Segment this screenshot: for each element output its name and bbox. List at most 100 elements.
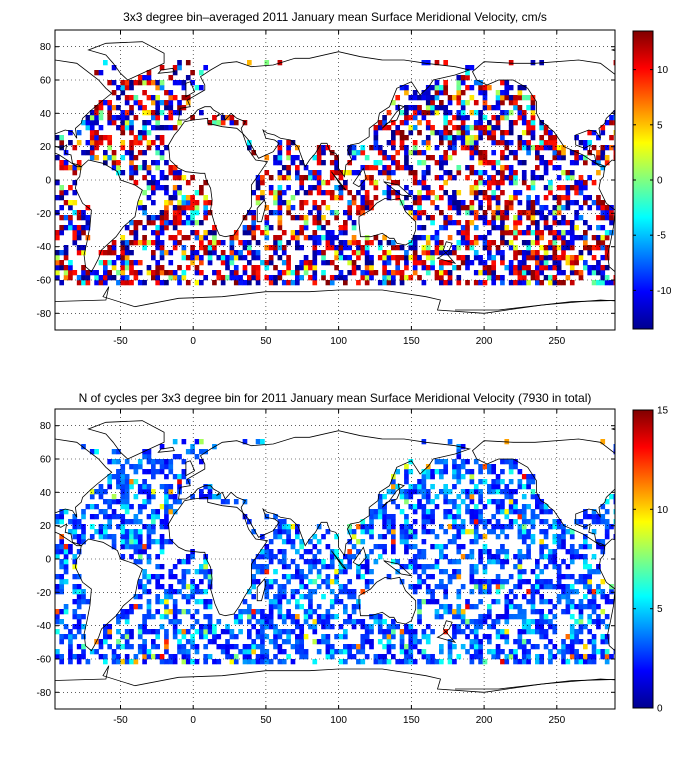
- data-bin: [76, 519, 82, 525]
- data-bin: [487, 489, 492, 495]
- data-bin: [155, 654, 161, 660]
- data-bin: [561, 230, 566, 236]
- data-bin: [478, 120, 483, 126]
- coastline: [168, 496, 269, 617]
- data-bin: [386, 110, 392, 116]
- data-bin: [168, 489, 174, 495]
- data-bin: [583, 185, 588, 191]
- data-bin: [513, 105, 518, 111]
- data-bin: [469, 150, 475, 156]
- data-bin: [465, 235, 470, 241]
- data-bin: [194, 235, 200, 241]
- data-bin: [360, 150, 366, 156]
- data-bin: [146, 130, 152, 136]
- data-bin: [260, 569, 265, 575]
- data-bin: [181, 275, 187, 281]
- data-bin: [203, 215, 209, 221]
- data-bin: [478, 260, 483, 266]
- data-bin: [98, 484, 104, 490]
- data-bin: [207, 260, 213, 266]
- data-bin: [443, 80, 449, 86]
- data-bin: [303, 559, 309, 565]
- data-bin: [439, 524, 444, 530]
- data-bin: [260, 624, 265, 630]
- data-bin: [164, 589, 169, 595]
- data-bin: [399, 564, 405, 570]
- data-bin: [255, 609, 261, 615]
- data-bin: [604, 155, 610, 161]
- data-bin: [68, 634, 73, 640]
- data-bin: [552, 559, 558, 565]
- data-bin: [159, 175, 165, 181]
- data-bin: [107, 245, 113, 251]
- data-bin: [142, 225, 147, 231]
- data-bin: [452, 504, 457, 510]
- data-bin: [391, 130, 396, 136]
- data-bin: [500, 504, 505, 510]
- data-bin: [303, 614, 309, 620]
- data-bin: [530, 135, 536, 141]
- data-bin: [59, 534, 65, 540]
- data-bin: [260, 649, 265, 655]
- data-bin: [596, 245, 601, 251]
- data-bin: [565, 649, 571, 655]
- data-bin: [591, 200, 597, 206]
- data-bin: [569, 260, 575, 266]
- data-bin: [225, 275, 230, 281]
- data-bin: [233, 255, 239, 261]
- data-bin: [504, 559, 510, 565]
- data-bin: [604, 529, 610, 535]
- data-bin: [356, 150, 361, 156]
- data-bin: [487, 220, 492, 226]
- data-bin: [513, 519, 518, 525]
- data-bin: [382, 265, 387, 271]
- data-bin: [98, 115, 104, 121]
- data-bin: [260, 534, 265, 540]
- data-bin: [268, 275, 274, 281]
- data-bin: [68, 659, 73, 665]
- data-bin: [207, 604, 213, 610]
- data-bin: [456, 464, 462, 470]
- data-bin: [299, 624, 305, 630]
- data-bin: [260, 629, 265, 635]
- data-bin: [439, 469, 444, 475]
- data-bin: [456, 125, 462, 131]
- coastline: [692, 118, 696, 236]
- data-bin: [399, 110, 405, 116]
- data-bin: [478, 200, 483, 206]
- data-bin: [316, 190, 322, 196]
- data-bin: [552, 235, 558, 241]
- data-bin: [487, 275, 492, 281]
- data-bin: [609, 215, 614, 221]
- data-bin: [124, 639, 130, 645]
- data-bin: [146, 599, 152, 605]
- data-bin: [460, 524, 466, 530]
- data-bin: [290, 280, 296, 286]
- data-bin: [447, 200, 453, 206]
- data-bin: [177, 175, 182, 181]
- data-bin: [473, 120, 479, 126]
- data-bin: [356, 619, 361, 625]
- data-bin: [404, 529, 409, 535]
- data-bin: [172, 70, 178, 76]
- data-bin: [447, 220, 453, 226]
- data-bin: [583, 554, 588, 560]
- data-bin: [495, 619, 501, 625]
- data-bin: [500, 459, 505, 465]
- data-bin: [600, 275, 606, 281]
- data-bin: [469, 589, 475, 595]
- data-bin: [552, 629, 558, 635]
- data-bin: [242, 270, 248, 276]
- data-bin: [399, 524, 405, 530]
- data-bin: [530, 110, 536, 116]
- data-bin: [421, 629, 427, 635]
- data-bin: [530, 644, 536, 650]
- data-bin: [89, 504, 95, 510]
- data-bin: [233, 265, 239, 271]
- data-bin: [98, 280, 104, 286]
- data-bin: [473, 135, 479, 141]
- data-bin: [513, 175, 518, 181]
- data-bin: [521, 255, 527, 261]
- data-bin: [155, 230, 161, 236]
- data-bin: [55, 230, 60, 236]
